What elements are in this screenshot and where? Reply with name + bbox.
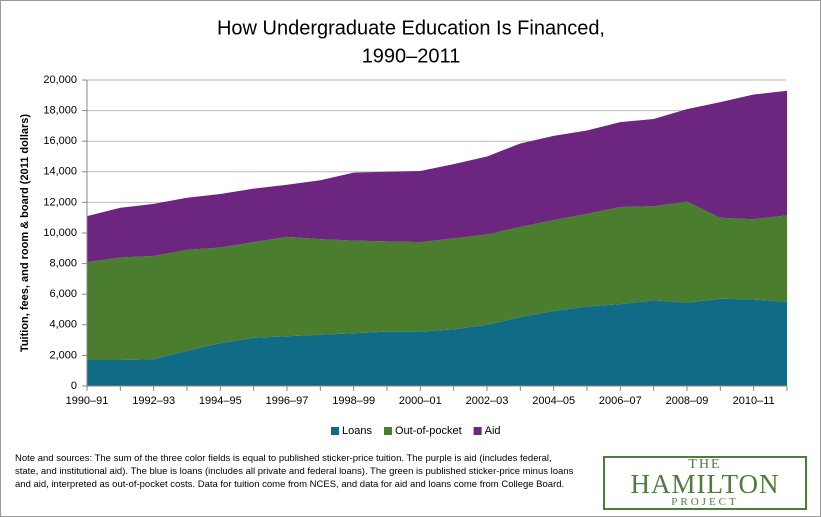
y-tick-label: 8,000 bbox=[49, 258, 77, 270]
legend-swatch bbox=[383, 427, 392, 435]
x-tick-label: 1996–97 bbox=[266, 395, 309, 407]
chart: How Undergraduate Education Is Financed,… bbox=[19, 17, 788, 437]
chart-title: 1990–2011 bbox=[362, 45, 461, 67]
y-tick-label: 6,000 bbox=[49, 288, 77, 300]
y-tick-label: 4,000 bbox=[49, 319, 77, 331]
legend-label: Loans bbox=[342, 425, 372, 437]
legend-label: Aid bbox=[485, 425, 501, 437]
note: Note and sources: The sum of the three c… bbox=[15, 453, 574, 490]
y-tick-label: 0 bbox=[71, 380, 77, 392]
y-tick-label: 12,000 bbox=[43, 196, 77, 208]
logo-text: HAMILTON bbox=[630, 469, 780, 499]
x-tick-label: 1992–93 bbox=[132, 395, 175, 407]
x-tick-label: 2006–07 bbox=[599, 395, 642, 407]
y-tick-label: 18,000 bbox=[43, 105, 77, 117]
y-tick-label: 2,000 bbox=[49, 349, 77, 361]
x-tick-label: 2008–09 bbox=[666, 395, 709, 407]
legend-swatch bbox=[473, 427, 482, 435]
y-tick-label: 16,000 bbox=[43, 135, 77, 147]
area bbox=[87, 201, 787, 360]
x-tick-label: 2002–03 bbox=[466, 395, 509, 407]
x-tick-label: 1994–95 bbox=[199, 395, 242, 407]
y-tick-label: 10,000 bbox=[43, 227, 77, 239]
y-tick-label: 20,000 bbox=[43, 74, 77, 86]
x-tick-label: 1990–91 bbox=[66, 395, 109, 407]
legend-label: Out-of-pocket bbox=[395, 425, 462, 437]
x-tick-label: 2004–05 bbox=[532, 395, 575, 407]
y-axis-label: Tuition, fees, and room & board (2011 do… bbox=[19, 114, 31, 353]
logo-text: PROJECT bbox=[671, 496, 739, 508]
x-tick-label: 2000–01 bbox=[399, 395, 442, 407]
area bbox=[87, 90, 787, 263]
logo: THE HAMILTON PROJECT bbox=[603, 456, 807, 510]
legend-swatch bbox=[331, 427, 339, 435]
x-tick-label: 1998–99 bbox=[332, 395, 375, 407]
x-tick-label: 2010–11 bbox=[733, 395, 775, 407]
logo-text: THE bbox=[688, 457, 722, 472]
area bbox=[87, 298, 787, 386]
y-tick-label: 14,000 bbox=[43, 166, 77, 178]
chart-title: How Undergraduate Education Is Financed, bbox=[217, 17, 605, 39]
